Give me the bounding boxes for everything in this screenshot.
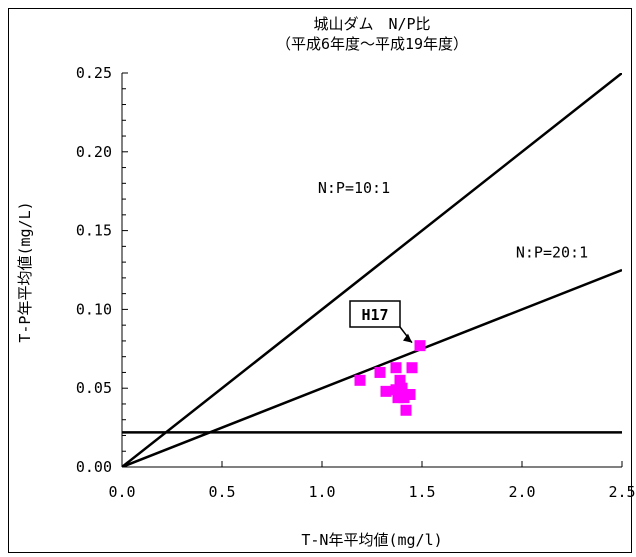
x-tick-label: 0.0 — [108, 483, 135, 501]
y-tick-label: 0.20 — [76, 143, 112, 161]
y-tick-label: 0.05 — [76, 379, 112, 397]
data-point — [390, 384, 402, 396]
data-point — [392, 392, 404, 404]
data-point — [380, 385, 392, 397]
x-axis-label: T-N年平均値(mg/l) — [301, 531, 442, 549]
data-point — [406, 362, 418, 374]
y-tick-label: 0.00 — [76, 458, 112, 476]
x-tick-label: 1.5 — [408, 483, 435, 501]
chart-subtitle: （平成6年度～平成19年度） — [276, 35, 468, 53]
data-point — [396, 382, 408, 394]
reference-line — [122, 73, 622, 467]
data-point — [354, 374, 366, 386]
data-point — [400, 404, 412, 416]
plot-area: 0.00 0.05 0.10 0.15 0.20 0.25 0.0 0.5 1.0 1.5 2.0 2… — [76, 64, 636, 501]
reference-line-label: N:P=20:1 — [516, 243, 588, 261]
data-point — [394, 374, 406, 386]
data-point — [414, 340, 426, 352]
data-point — [374, 366, 386, 378]
reference-line-label: N:P=10:1 — [318, 179, 390, 197]
annotation-arrowhead — [403, 333, 412, 343]
reference-line — [122, 268, 622, 467]
data-point — [398, 392, 410, 404]
y-tick-label: 0.15 — [76, 222, 112, 240]
annotation-box — [349, 300, 401, 328]
y-tick-label: 0.25 — [76, 64, 112, 82]
x-tick-label: 2.0 — [508, 483, 535, 501]
y-tick-label: 0.10 — [76, 300, 112, 318]
annotation-label: H17 — [361, 306, 388, 324]
data-point — [390, 362, 402, 374]
data-point — [404, 389, 416, 401]
chart-title: 城山ダム N/P比 — [313, 15, 430, 33]
chart-frame — [8, 8, 632, 553]
y-axis-label: T-P年平均値(mg/L) — [16, 201, 34, 342]
x-tick-label: 0.5 — [208, 483, 235, 501]
x-tick-label: 2.5 — [608, 483, 635, 501]
x-tick-label: 1.0 — [308, 483, 335, 501]
